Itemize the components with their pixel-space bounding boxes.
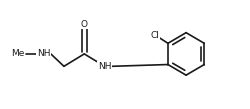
Text: O: O [81,20,88,29]
Text: Cl: Cl [150,31,159,40]
Text: Me: Me [11,49,24,58]
Text: NH: NH [37,49,50,58]
Text: NH: NH [98,62,112,71]
